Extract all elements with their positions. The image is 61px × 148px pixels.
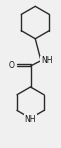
Text: O: O <box>9 61 15 70</box>
Text: NH: NH <box>25 115 36 124</box>
Text: NH: NH <box>41 56 52 65</box>
